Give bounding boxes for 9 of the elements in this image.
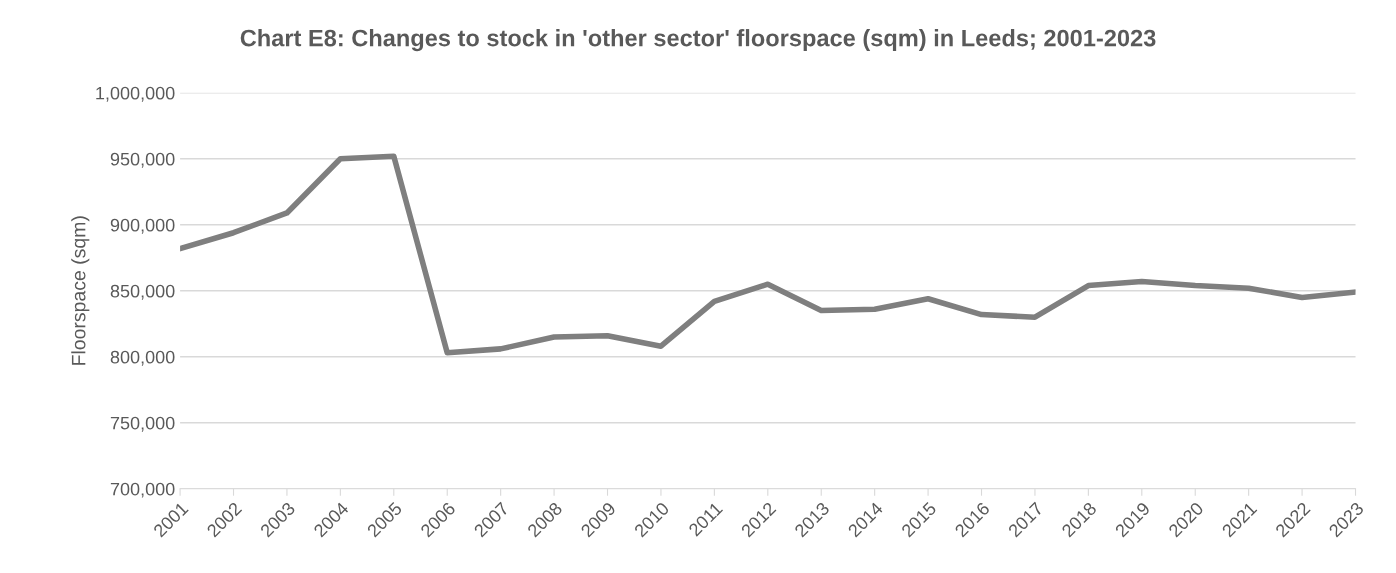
y-axis-title: Floorspace (sqm) bbox=[71, 216, 90, 365]
y-tick-label: 950,000 bbox=[110, 152, 175, 168]
y-tick-label: 700,000 bbox=[110, 482, 175, 498]
y-tick-label: 750,000 bbox=[110, 416, 175, 432]
y-tick-label: 1,000,000 bbox=[96, 86, 175, 102]
y-tick-label: 850,000 bbox=[110, 284, 175, 300]
y-tick-label: 900,000 bbox=[110, 218, 175, 234]
chart-title: Chart E8: Changes to stock in 'other sector' floorspace (sqm) in Leeds; 2001-2023 bbox=[240, 29, 1156, 52]
y-tick-label: 800,000 bbox=[110, 350, 175, 366]
